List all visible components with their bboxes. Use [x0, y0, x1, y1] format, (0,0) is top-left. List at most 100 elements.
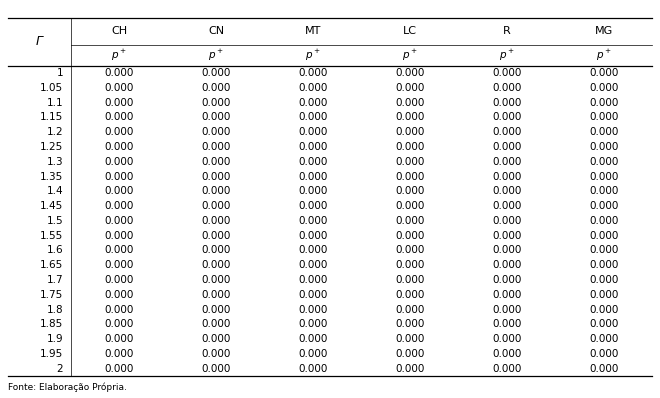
- Text: $p^+$: $p^+$: [499, 48, 515, 63]
- Text: 0.000: 0.000: [298, 275, 327, 285]
- Text: 0.000: 0.000: [201, 231, 231, 241]
- Text: 0.000: 0.000: [298, 112, 327, 123]
- Text: 0.000: 0.000: [589, 112, 618, 123]
- Text: $p^+$: $p^+$: [111, 48, 127, 63]
- Text: 0.000: 0.000: [298, 98, 327, 107]
- Text: 0.000: 0.000: [298, 319, 327, 330]
- Text: 0.000: 0.000: [104, 246, 134, 256]
- Text: 0.000: 0.000: [201, 127, 231, 137]
- Text: 0.000: 0.000: [492, 231, 521, 241]
- Text: 1.25: 1.25: [40, 142, 63, 152]
- Text: CH: CH: [111, 26, 127, 37]
- Text: 0.000: 0.000: [589, 349, 618, 359]
- Text: 0.000: 0.000: [395, 349, 424, 359]
- Text: 0.000: 0.000: [492, 319, 521, 330]
- Text: 0.000: 0.000: [395, 364, 424, 374]
- Text: 0.000: 0.000: [104, 290, 134, 300]
- Text: 0.000: 0.000: [492, 349, 521, 359]
- Text: 0.000: 0.000: [395, 246, 424, 256]
- Text: 0.000: 0.000: [492, 334, 521, 344]
- Text: 0.000: 0.000: [492, 290, 521, 300]
- Text: 0.000: 0.000: [201, 290, 231, 300]
- Text: 0.000: 0.000: [298, 68, 327, 78]
- Text: 1.65: 1.65: [40, 260, 63, 270]
- Text: 1.8: 1.8: [46, 304, 63, 314]
- Text: 0.000: 0.000: [104, 157, 134, 167]
- Text: 0.000: 0.000: [589, 246, 618, 256]
- Text: 0.000: 0.000: [201, 201, 231, 211]
- Text: 2: 2: [57, 364, 63, 374]
- Text: 0.000: 0.000: [589, 186, 618, 196]
- Text: 0.000: 0.000: [104, 186, 134, 196]
- Text: 0.000: 0.000: [298, 142, 327, 152]
- Text: 0.000: 0.000: [201, 142, 231, 152]
- Text: 0.000: 0.000: [589, 157, 618, 167]
- Text: 0.000: 0.000: [104, 68, 134, 78]
- Text: 0.000: 0.000: [104, 172, 134, 181]
- Text: CN: CN: [208, 26, 224, 37]
- Text: 0.000: 0.000: [589, 319, 618, 330]
- Text: 0.000: 0.000: [104, 231, 134, 241]
- Text: R: R: [503, 26, 511, 37]
- Text: 0.000: 0.000: [104, 260, 134, 270]
- Text: 0.000: 0.000: [395, 275, 424, 285]
- Text: 0.000: 0.000: [395, 260, 424, 270]
- Text: 0.000: 0.000: [201, 68, 231, 78]
- Text: 0.000: 0.000: [589, 98, 618, 107]
- Text: 0.000: 0.000: [104, 334, 134, 344]
- Text: 0.000: 0.000: [492, 83, 521, 93]
- Text: 0.000: 0.000: [589, 83, 618, 93]
- Text: 0.000: 0.000: [201, 260, 231, 270]
- Text: Fonte: Elaboração Própria.: Fonte: Elaboração Própria.: [8, 382, 127, 392]
- Text: 0.000: 0.000: [201, 319, 231, 330]
- Text: 0.000: 0.000: [104, 142, 134, 152]
- Text: $p^+$: $p^+$: [208, 48, 224, 63]
- Text: 0.000: 0.000: [201, 349, 231, 359]
- Text: 0.000: 0.000: [589, 290, 618, 300]
- Text: LC: LC: [403, 26, 417, 37]
- Text: 1.2: 1.2: [46, 127, 63, 137]
- Text: 0.000: 0.000: [395, 201, 424, 211]
- Text: 0.000: 0.000: [298, 216, 327, 226]
- Text: 0.000: 0.000: [395, 68, 424, 78]
- Text: 0.000: 0.000: [201, 98, 231, 107]
- Text: 0.000: 0.000: [104, 349, 134, 359]
- Text: 1.15: 1.15: [40, 112, 63, 123]
- Text: 0.000: 0.000: [104, 127, 134, 137]
- Text: 0.000: 0.000: [492, 172, 521, 181]
- Text: $p^+$: $p^+$: [596, 48, 612, 63]
- Text: 0.000: 0.000: [395, 216, 424, 226]
- Text: 0.000: 0.000: [492, 246, 521, 256]
- Text: 0.000: 0.000: [395, 334, 424, 344]
- Text: 0.000: 0.000: [395, 172, 424, 181]
- Text: 0.000: 0.000: [589, 364, 618, 374]
- Text: 0.000: 0.000: [104, 319, 134, 330]
- Text: 0.000: 0.000: [395, 186, 424, 196]
- Text: 0.000: 0.000: [589, 172, 618, 181]
- Text: 0.000: 0.000: [589, 260, 618, 270]
- Text: 0.000: 0.000: [589, 201, 618, 211]
- Text: 0.000: 0.000: [298, 157, 327, 167]
- Text: Γ: Γ: [36, 35, 43, 48]
- Text: 0.000: 0.000: [395, 319, 424, 330]
- Text: MT: MT: [305, 26, 321, 37]
- Text: 1.1: 1.1: [46, 98, 63, 107]
- Text: 0.000: 0.000: [201, 157, 231, 167]
- Text: 0.000: 0.000: [492, 304, 521, 314]
- Text: 0.000: 0.000: [492, 112, 521, 123]
- Text: 1.4: 1.4: [46, 186, 63, 196]
- Text: 0.000: 0.000: [298, 83, 327, 93]
- Text: 0.000: 0.000: [395, 83, 424, 93]
- Text: 0.000: 0.000: [492, 68, 521, 78]
- Text: 0.000: 0.000: [298, 172, 327, 181]
- Text: 0.000: 0.000: [298, 231, 327, 241]
- Text: 1.75: 1.75: [40, 290, 63, 300]
- Text: 0.000: 0.000: [395, 157, 424, 167]
- Text: $p^+$: $p^+$: [402, 48, 418, 63]
- Text: 0.000: 0.000: [395, 142, 424, 152]
- Text: 1.3: 1.3: [46, 157, 63, 167]
- Text: 0.000: 0.000: [104, 83, 134, 93]
- Text: 0.000: 0.000: [395, 231, 424, 241]
- Text: 0.000: 0.000: [104, 275, 134, 285]
- Text: 0.000: 0.000: [492, 275, 521, 285]
